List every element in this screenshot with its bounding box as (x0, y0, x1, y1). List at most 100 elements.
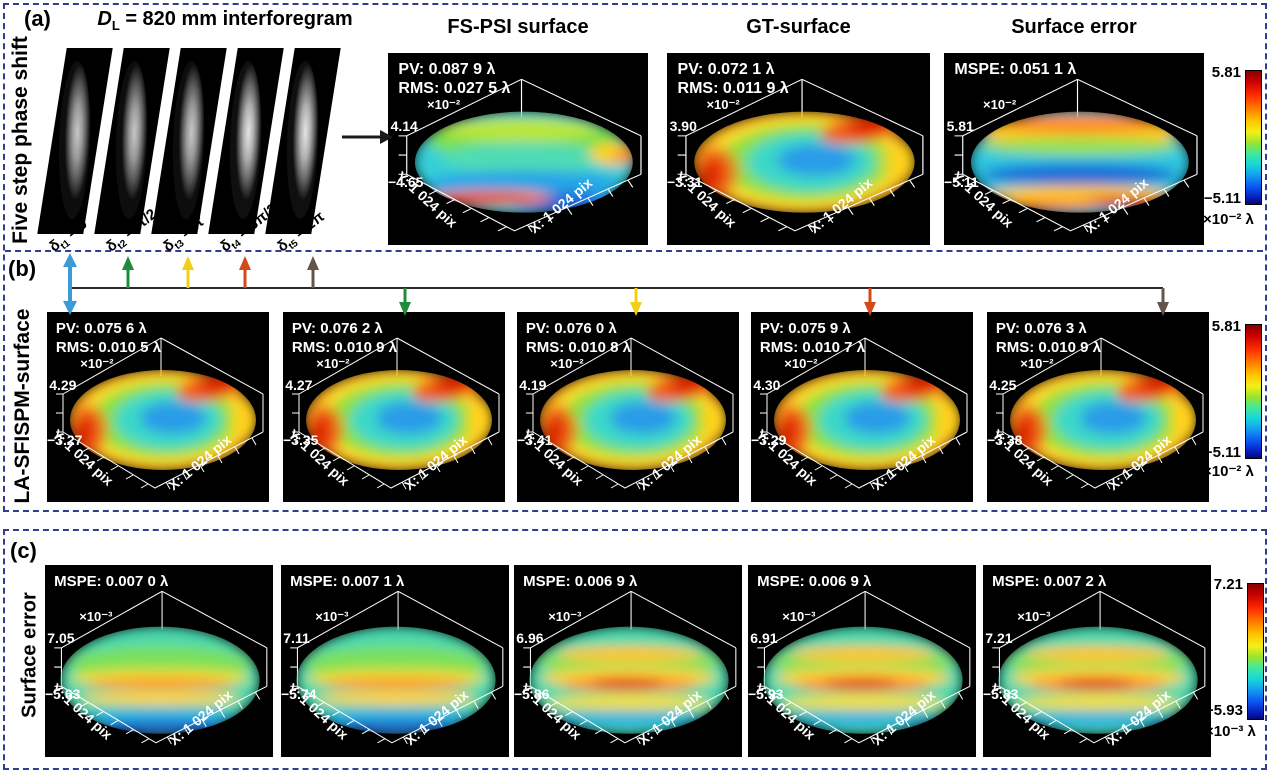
z-min: −5.93 (748, 685, 784, 702)
z-min: −3.35 (283, 431, 319, 448)
surface-3d (953, 78, 1198, 233)
z-scale: ×10⁻² (706, 97, 740, 113)
z-scale: ×10⁻³ (79, 609, 113, 625)
z-min: −5.86 (514, 685, 550, 702)
z-min: −3.38 (987, 431, 1023, 448)
stat-pv: PV: 0.076 0 λ (525, 319, 617, 337)
interferogram-fringe-2 (113, 60, 150, 220)
stat-mspe: MSPE: 0.051 1 λ (954, 60, 1077, 78)
surface-3d (53, 590, 268, 745)
stat-mspe: MSPE: 0.007 0 λ (54, 572, 169, 590)
colorbar-c-unit: ×10⁻³ λ (1205, 723, 1256, 740)
stat-pv: PV: 0.075 9 λ (759, 319, 851, 337)
interferogram-fringe-1 (56, 60, 93, 220)
colorbar-a (1245, 70, 1262, 205)
panel-ab-border (3, 3, 1267, 512)
interferogram-fringe-5 (284, 60, 321, 220)
z-max: 7.05 (47, 630, 75, 647)
interferogram-title: DL = 820 mm interforegram (95, 8, 355, 33)
z-scale: ×10⁻³ (548, 609, 582, 625)
z-max: 4.19 (519, 376, 547, 393)
stat-pv: PV: 0.075 6 λ (55, 319, 147, 337)
stat-mspe: MSPE: 0.007 1 λ (290, 572, 405, 590)
z-scale: ×10⁻² (550, 355, 584, 371)
surface-3d (289, 590, 504, 745)
colorbar-b-min: −5.11 (1203, 444, 1241, 461)
z-min: −4.65 (388, 173, 424, 190)
fspsi-title: FS-PSI surface (447, 16, 589, 38)
z-min: −3.29 (751, 431, 787, 448)
surface-error-title: Surface error (1011, 16, 1137, 38)
colorbar-a-max: 5.81 (1211, 64, 1241, 81)
colorbar-b-max: 5.81 (1211, 318, 1241, 335)
z-scale: ×10⁻² (316, 355, 350, 371)
colorbar-a-unit: ×10⁻² λ (1203, 211, 1254, 228)
z-max: 6.91 (750, 630, 778, 647)
plot-error-c3: MSPE: 0.006 9 λ ×10⁻³ 6.96 −5.86 Y: 1 02… (514, 565, 742, 757)
plot-error-c5: MSPE: 0.007 2 λ ×10⁻³ 7.21 −5.83 Y: 1 02… (983, 565, 1211, 757)
colorbar-c-max: 7.21 (1213, 576, 1243, 593)
panel-b-side-label: LA-SFISPM-surface (11, 308, 34, 504)
z-min: −3.27 (47, 431, 83, 448)
plot-lasfispm-3: PV: 0.076 0 λ RMS: 0.010 8 λ ×10⁻² 4.19 … (517, 312, 739, 502)
stat-mspe: MSPE: 0.007 2 λ (992, 572, 1107, 590)
z-min: −5.63 (45, 685, 81, 702)
title-d-subscript: L (111, 18, 120, 33)
plot-surface-error-a: MSPE: 0.051 1 λ ×10⁻² 5.81 −5.11 Y: 1 02… (944, 53, 1204, 245)
panel-b-tag: (b) (8, 256, 37, 281)
colorbar-b-unit: ×10⁻² λ (1203, 463, 1254, 480)
stat-mspe: MSPE: 0.006 9 λ (757, 572, 872, 590)
z-max: 6.96 (516, 630, 544, 647)
stat-rms: RMS: 0.010 5 λ (55, 338, 161, 356)
title-rest: = 820 mm interforegram (119, 8, 353, 30)
colorbar-b (1245, 324, 1262, 459)
z-scale: ×10⁻² (1020, 355, 1054, 371)
title-d-symbol: D (97, 8, 112, 30)
z-max: 7.11 (283, 630, 310, 647)
z-max: 4.30 (753, 376, 781, 393)
colorbar-a-min: −5.11 (1203, 190, 1241, 207)
z-scale: ×10⁻² (784, 355, 818, 371)
panel-c-tag: (c) (10, 538, 37, 563)
surface-3d (522, 590, 737, 745)
plot-fspsi-surface: PV: 0.087 9 λ RMS: 0.027 5 λ ×10⁻² 4.14 … (388, 53, 648, 245)
plot-error-c1: MSPE: 0.007 0 λ ×10⁻³ 7.05 −5.63 Y: 1 02… (45, 565, 273, 757)
panel-a-b-separator (5, 250, 1263, 252)
z-min: −5.83 (983, 685, 1019, 702)
z-scale: ×10⁻³ (315, 609, 349, 625)
plot-error-c2: MSPE: 0.007 1 λ ×10⁻³ 7.11 −5.74 Y: 1 02… (281, 565, 509, 757)
stat-pv: PV: 0.087 9 λ (398, 60, 496, 78)
panel-c-border (3, 529, 1267, 770)
surface-3d (991, 590, 1206, 745)
z-max: 7.21 (985, 630, 1013, 647)
z-min: −3.31 (667, 173, 703, 190)
stat-mspe: MSPE: 0.006 9 λ (523, 572, 638, 590)
panel-c-side-label: Surface error (18, 592, 41, 718)
stat-rms: RMS: 0.011 9 λ (677, 79, 789, 97)
z-scale: ×10⁻² (983, 97, 1017, 113)
z-max: 4.25 (989, 376, 1017, 393)
plot-error-c4: MSPE: 0.006 9 λ ×10⁻³ 6.91 −5.93 Y: 1 02… (748, 565, 976, 757)
z-max: 4.14 (390, 118, 418, 135)
z-scale: ×10⁻² (427, 97, 461, 113)
stat-pv: PV: 0.076 2 λ (291, 319, 383, 337)
plot-lasfispm-5: PV: 0.076 3 λ RMS: 0.010 9 λ ×10⁻² 4.25 … (987, 312, 1209, 502)
stat-pv: PV: 0.076 3 λ (995, 319, 1087, 337)
plot-lasfispm-4: PV: 0.075 9 λ RMS: 0.010 7 λ ×10⁻² 4.30 … (751, 312, 973, 502)
stat-rms: RMS: 0.010 7 λ (759, 338, 865, 356)
z-max: 3.90 (669, 118, 697, 135)
z-max: 5.81 (946, 118, 974, 135)
colorbar-c-min: −5.93 (1205, 702, 1243, 719)
z-min: −5.11 (944, 173, 979, 190)
z-scale: ×10⁻³ (1017, 609, 1051, 625)
z-scale: ×10⁻² (80, 355, 114, 371)
stat-rms: RMS: 0.027 5 λ (398, 79, 511, 97)
z-scale: ×10⁻³ (782, 609, 816, 625)
stat-rms: RMS: 0.010 8 λ (525, 338, 631, 356)
surface-3d (756, 590, 971, 745)
interferogram-fringe-4 (227, 60, 264, 220)
stat-pv: PV: 0.072 1 λ (677, 60, 775, 78)
interferogram-fringe-3 (170, 60, 207, 220)
stat-rms: RMS: 0.010 9 λ (291, 338, 397, 356)
